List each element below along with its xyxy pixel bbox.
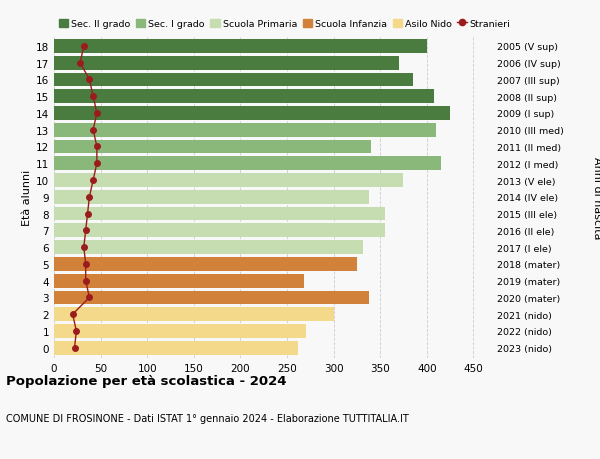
Bar: [54, 73, 413, 87]
Bar: [54, 157, 441, 171]
Bar: [54, 140, 371, 154]
Bar: [54, 123, 436, 137]
Bar: [54, 274, 304, 288]
Bar: [54, 207, 385, 221]
Bar: [54, 56, 399, 70]
Bar: [54, 190, 369, 204]
Text: Anni di nascita: Anni di nascita: [592, 156, 600, 239]
Text: Popolazione per età scolastica - 2024: Popolazione per età scolastica - 2024: [6, 374, 287, 387]
Y-axis label: Età alunni: Età alunni: [22, 169, 32, 225]
Legend: Sec. II grado, Sec. I grado, Scuola Primaria, Scuola Infanzia, Asilo Nido, Stran: Sec. II grado, Sec. I grado, Scuola Prim…: [59, 20, 511, 29]
Bar: [54, 341, 298, 355]
Bar: [54, 174, 403, 187]
Bar: [54, 257, 357, 271]
Bar: [54, 308, 334, 321]
Text: COMUNE DI FROSINONE - Dati ISTAT 1° gennaio 2024 - Elaborazione TUTTITALIA.IT: COMUNE DI FROSINONE - Dati ISTAT 1° genn…: [6, 413, 409, 423]
Bar: [54, 224, 385, 238]
Bar: [54, 241, 364, 254]
Bar: [54, 291, 369, 305]
Bar: [54, 90, 434, 104]
Bar: [54, 325, 305, 338]
Bar: [54, 40, 427, 54]
Bar: [54, 107, 450, 121]
